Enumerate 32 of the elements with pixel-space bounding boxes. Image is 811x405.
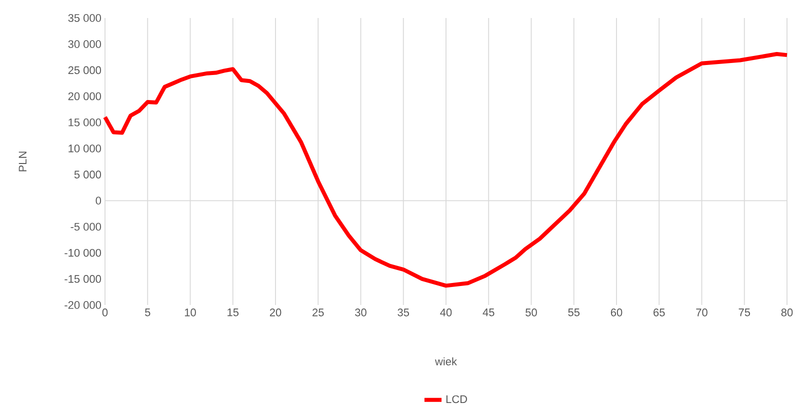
legend-label: LCD xyxy=(446,395,468,404)
y-tick-label: -10 000 xyxy=(64,248,102,257)
x-tick-label: 75 xyxy=(738,308,750,316)
x-tick-label: 55 xyxy=(568,308,580,316)
x-tick-label: 65 xyxy=(654,308,665,316)
y-tick-label: 30 000 xyxy=(68,40,102,48)
y-tick-label: 20 000 xyxy=(68,92,102,100)
y-tick-label: -20 000 xyxy=(64,301,102,309)
y-tick-label: -15 000 xyxy=(64,275,102,283)
x-tick-label: 40 xyxy=(440,308,452,316)
x-tick-label: 20 xyxy=(270,308,282,316)
x-tick-label: 10 xyxy=(184,308,196,316)
y-tick-label: 35 000 xyxy=(68,14,102,22)
y-tick-label: 10 000 xyxy=(68,144,102,152)
y-tick-label: 25 000 xyxy=(68,66,102,74)
y-tick-label: -5 000 xyxy=(70,222,102,231)
x-tick-label: 45 xyxy=(482,308,494,316)
x-tick-label: 35 xyxy=(398,308,410,316)
y-axis-title: PLN xyxy=(18,152,26,172)
x-tick-label: 50 xyxy=(526,308,537,316)
y-tick-label: 15 000 xyxy=(68,118,102,126)
x-tick-label: 0 xyxy=(102,308,108,316)
y-tick-label: 0 xyxy=(96,196,102,205)
x-axis-title: wiek xyxy=(434,357,458,366)
x-tick-label: 60 xyxy=(610,308,622,316)
x-tick-label: 30 xyxy=(355,308,366,316)
x-tick-label: 80 xyxy=(781,308,793,316)
x-tick-label: 5 xyxy=(145,308,150,316)
x-tick-label: 25 xyxy=(312,308,324,316)
y-tick-label: 5 000 xyxy=(74,170,102,178)
x-tick-label: 70 xyxy=(696,308,708,316)
x-tick-label: 15 xyxy=(228,308,239,316)
